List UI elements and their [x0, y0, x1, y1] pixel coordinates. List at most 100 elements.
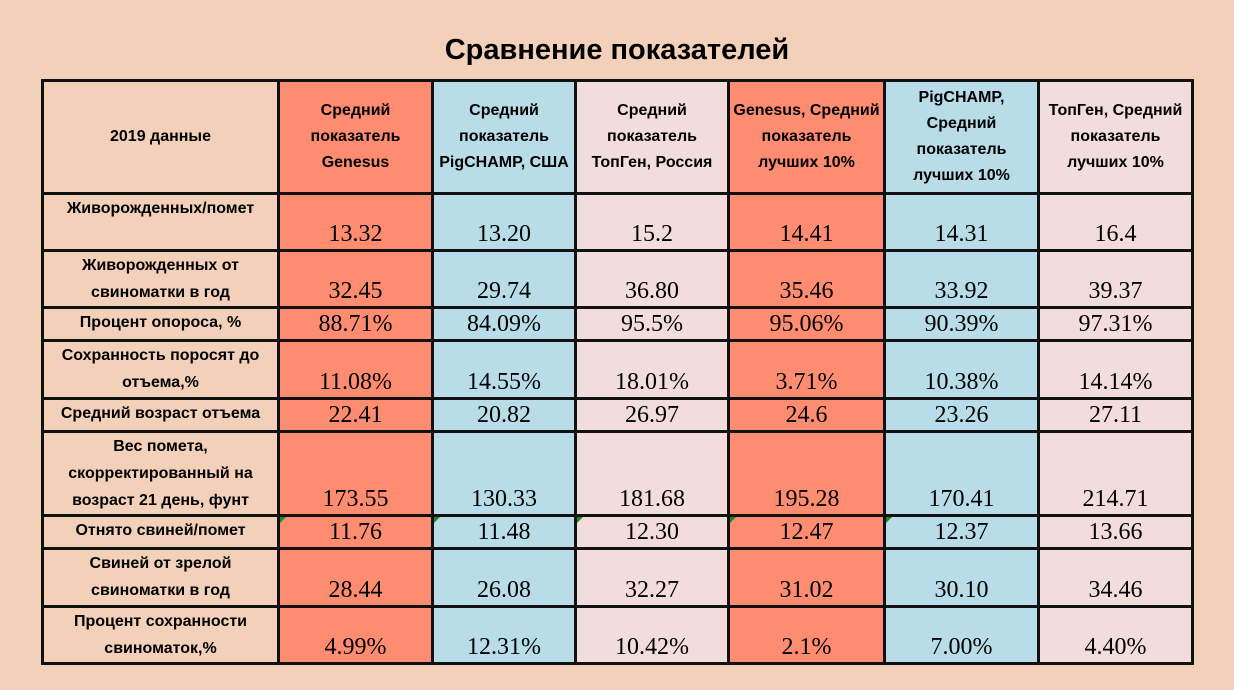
table-cell[interactable]: 26.97 [574, 397, 730, 433]
cell-value: 16.4 [1094, 221, 1137, 247]
column-header: Средний показатель Genesus [277, 79, 434, 195]
table-cell[interactable]: 14.31 [883, 192, 1040, 252]
table-cell[interactable]: 39.37 [1037, 249, 1194, 309]
cell-value: 30.10 [934, 577, 989, 603]
table-cell[interactable]: 30.10 [883, 547, 1040, 608]
table-cell[interactable]: 95.5% [574, 306, 730, 342]
cell-value: 29.74 [477, 278, 531, 304]
cell-value: 4.40% [1084, 634, 1147, 660]
cell-value: 11.76 [328, 519, 383, 545]
table-cell[interactable]: 88.71% [277, 306, 434, 342]
table-row: Живорожденных от свиноматки в год 32.45 29… [41, 249, 1194, 309]
table-cell[interactable]: 15.2 [574, 192, 730, 252]
table-cell[interactable]: 12.30 [574, 514, 730, 550]
table-cell[interactable]: 7.00% [883, 605, 1040, 665]
table-cell[interactable]: 195.28 [727, 430, 886, 517]
table-cell[interactable]: 181.68 [574, 430, 730, 517]
cell-value: 12.47 [779, 519, 834, 545]
table-cell[interactable]: 3.71% [727, 339, 886, 400]
row-label: Вес помета, скорректированный на возраст… [41, 430, 280, 517]
cell-value: 32.45 [328, 278, 383, 304]
cell-value: 14.14% [1078, 369, 1153, 395]
cell-value: 39.37 [1088, 278, 1143, 304]
table-cell[interactable]: 35.46 [727, 249, 886, 309]
row-label: Отнято свиней/помет [41, 514, 280, 550]
comment-indicator-icon [577, 517, 583, 523]
table-cell[interactable]: 16.4 [1037, 192, 1194, 252]
table-cell[interactable]: 13.20 [431, 192, 577, 252]
cell-value: 35.46 [779, 278, 834, 304]
table-cell[interactable]: 32.27 [574, 547, 730, 608]
row-label: Средний возраст отъема [41, 397, 280, 433]
table-cell[interactable]: 84.09% [431, 306, 577, 342]
table-cell[interactable]: 97.31% [1037, 306, 1194, 342]
table-cell[interactable]: 26.08 [431, 547, 577, 608]
cell-value: 24.6 [785, 402, 828, 428]
cell-value: 15.2 [631, 221, 673, 247]
cell-value: 13.66 [1088, 519, 1143, 545]
column-header: Средний показатель ТопГен, Россия [574, 79, 730, 195]
table-cell[interactable]: 27.11 [1037, 397, 1194, 433]
table-row: Живорожденных/помет 13.32 13.20 15.2 14.41 14… [41, 192, 1194, 252]
table-cell[interactable]: 13.66 [1037, 514, 1194, 550]
cell-value: 27.11 [1088, 402, 1143, 428]
table-cell[interactable]: 173.55 [277, 430, 434, 517]
table-cell[interactable]: 34.46 [1037, 547, 1194, 608]
page-title: Сравнение показателей [444, 34, 790, 66]
header-row: 2019 данные Средний показатель Genesus С… [41, 79, 1194, 195]
table-cell[interactable]: 12.37 [883, 514, 1040, 550]
cell-value: 12.30 [625, 519, 679, 545]
cell-value: 173.55 [322, 486, 389, 512]
row-label: Живорожденных/помет [41, 192, 280, 252]
cell-value: 181.68 [619, 486, 685, 512]
table-cell[interactable]: 20.82 [431, 397, 577, 433]
table-cell[interactable]: 22.41 [277, 397, 434, 433]
table-cell[interactable]: 2.1% [727, 605, 886, 665]
table-cell[interactable]: 13.32 [277, 192, 434, 252]
table-cell[interactable]: 11.76 [277, 514, 434, 550]
cell-value: 170.41 [928, 486, 995, 512]
cell-value: 14.31 [934, 221, 989, 247]
table-row: Процент сохранности свиноматок,% 4.99% 12.… [41, 605, 1194, 665]
comparison-table: 2019 данные Средний показатель Genesus С… [41, 79, 1194, 665]
table-cell[interactable]: 170.41 [883, 430, 1040, 517]
table-cell[interactable]: 10.38% [883, 339, 1040, 400]
table-cell[interactable]: 12.47 [727, 514, 886, 550]
table-cell[interactable]: 90.39% [883, 306, 1040, 342]
table-cell[interactable]: 95.06% [727, 306, 886, 342]
cell-value: 7.00% [930, 634, 993, 660]
table-row: Сохранность поросят до отъема,% 11.08% 14.… [41, 339, 1194, 400]
table-cell[interactable]: 24.6 [727, 397, 886, 433]
cell-value: 95.5% [621, 311, 683, 337]
cell-value: 11.08% [318, 369, 393, 395]
table-cell[interactable]: 11.48 [431, 514, 577, 550]
cell-value: 20.82 [477, 402, 531, 428]
table-cell[interactable]: 12.31% [431, 605, 577, 665]
table-cell[interactable]: 214.71 [1037, 430, 1194, 517]
column-header: Средний показатель PigCHAMP, США [431, 79, 577, 195]
table-cell[interactable]: 18.01% [574, 339, 730, 400]
cell-value: 26.97 [625, 402, 679, 428]
table-cell[interactable]: 130.33 [431, 430, 577, 517]
table-cell[interactable]: 33.92 [883, 249, 1040, 309]
table-cell[interactable]: 29.74 [431, 249, 577, 309]
table-cell[interactable]: 10.42% [574, 605, 730, 665]
table-cell[interactable]: 14.14% [1037, 339, 1194, 400]
table-cell[interactable]: 4.99% [277, 605, 434, 665]
row-label: Свиней от зрелой свиноматки в год [41, 547, 280, 608]
table-cell[interactable]: 14.55% [431, 339, 577, 400]
table-cell[interactable]: 23.26 [883, 397, 1040, 433]
table-cell[interactable]: 14.41 [727, 192, 886, 252]
table-cell[interactable]: 31.02 [727, 547, 886, 608]
column-header: PigCHAMP, Средний показатель лучших 10% [883, 79, 1040, 195]
table-cell[interactable]: 11.08% [277, 339, 434, 400]
table-cell[interactable]: 32.45 [277, 249, 434, 309]
cell-value: 33.92 [934, 278, 989, 304]
cell-value: 10.42% [615, 634, 689, 660]
table-cell[interactable]: 36.80 [574, 249, 730, 309]
table-cell[interactable]: 4.40% [1037, 605, 1194, 665]
cell-value: 22.41 [328, 402, 383, 428]
comment-indicator-icon [280, 517, 286, 523]
cell-value: 13.32 [328, 221, 383, 247]
table-cell[interactable]: 28.44 [277, 547, 434, 608]
